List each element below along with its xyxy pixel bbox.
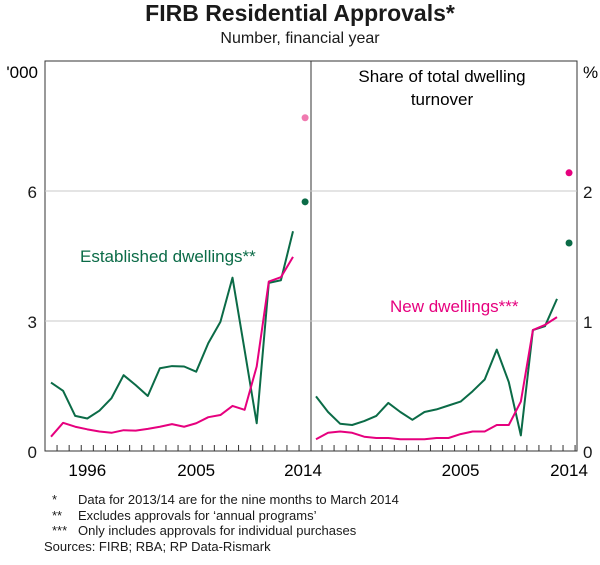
- panel-title-line: Share of total dwelling: [358, 67, 525, 86]
- series-line-new: [50, 256, 294, 438]
- chart-subtitle: Number, financial year: [220, 30, 380, 47]
- y-tick-label: 6: [28, 183, 37, 202]
- sources: Sources: FIRB; RBA; RP Data-Rismark: [44, 538, 271, 554]
- footnote-mark: *: [52, 492, 58, 507]
- series-line-established: [50, 231, 294, 425]
- series-label-new: New dwellings***: [390, 297, 519, 316]
- x-tick-label: 2014: [550, 461, 588, 480]
- footnote-mark: **: [52, 507, 63, 523]
- data-point-2014-established: [565, 239, 573, 247]
- footnote-text: Only includes approvals for individual p…: [78, 523, 357, 538]
- footnote-text: Excludes approvals for ‘annual programs’: [78, 507, 317, 523]
- x-tick-label: 2005: [177, 461, 215, 480]
- footnote-mark: ***: [52, 523, 68, 538]
- panel-title-line: turnover: [411, 90, 474, 109]
- y-tick-label: 0: [583, 443, 592, 462]
- y-axis-unit: %: [583, 63, 598, 82]
- data-point-2014-new: [301, 114, 309, 122]
- footnote: *** Only includes approvals for individua…: [52, 523, 399, 539]
- x-tick-label: 2005: [442, 461, 480, 480]
- series-line-new: [315, 316, 558, 441]
- y-tick-label: 1: [583, 313, 592, 332]
- data-point-2014-established: [301, 198, 309, 206]
- series-label-established: Established dwellings**: [80, 247, 256, 266]
- x-tick-label: 2014: [284, 461, 322, 480]
- chart-title: FIRB Residential Approvals*: [145, 0, 455, 26]
- data-point-2014-new: [565, 169, 573, 177]
- footnote: * Data for 2013/14 are for the nine month…: [52, 492, 399, 508]
- footnote-text: Data for 2013/14 are for the nine months…: [78, 492, 399, 507]
- footnotes: * Data for 2013/14 are for the nine month…: [44, 492, 399, 554]
- footnote: ** Excludes approvals for ‘annual program…: [52, 508, 399, 524]
- y-tick-label: 2: [583, 183, 592, 202]
- x-tick-label: 1996: [68, 461, 106, 480]
- y-tick-label: 0: [28, 443, 37, 462]
- y-axis-unit: '000: [6, 63, 38, 82]
- y-tick-label: 3: [28, 313, 37, 332]
- series-line-established: [315, 298, 558, 437]
